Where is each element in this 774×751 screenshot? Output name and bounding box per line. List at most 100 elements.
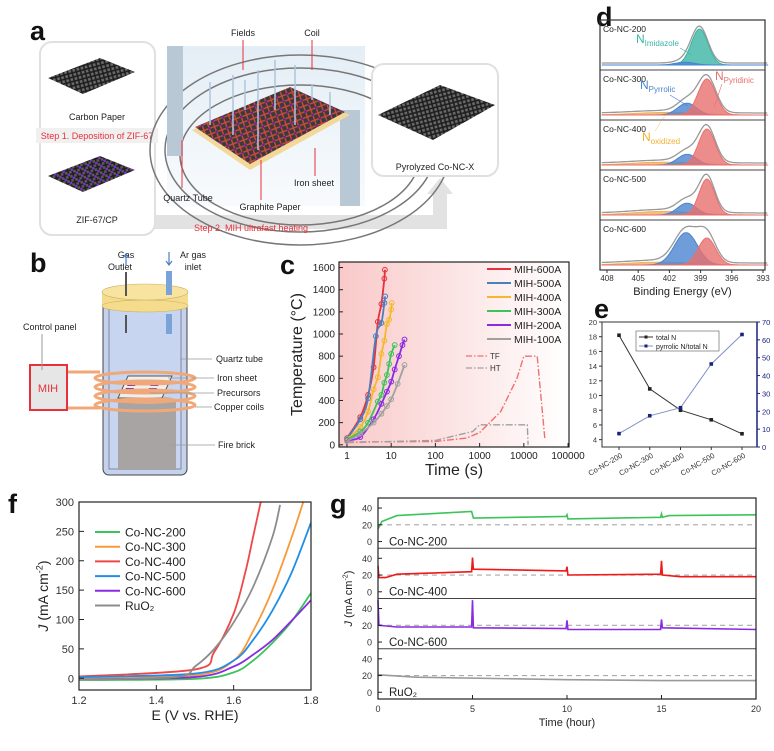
annotation-pyrrolic: NPyrrolic — [640, 78, 675, 94]
fields-label: Fields — [231, 28, 256, 38]
annotation-base: N — [715, 69, 724, 83]
annotation-leader — [679, 47, 693, 56]
y-tick-label-right: 40 — [762, 372, 770, 381]
lid-top — [101, 283, 189, 301]
step1-label: Step 1. Deposition of ZIF-67 — [41, 131, 154, 141]
data-point — [401, 362, 408, 368]
series-line-ht — [346, 424, 529, 445]
peak-pyridinic — [602, 129, 768, 165]
x-tick-label: 10 — [562, 704, 572, 714]
peak-pyridinic — [602, 238, 768, 265]
annotation-sub: Pyrrolic — [649, 85, 676, 94]
y-tick-label: 40 — [362, 604, 372, 614]
annotation-base: N — [636, 32, 645, 46]
step2-label: Step 2. MIH ultrafast heating — [194, 223, 308, 233]
y-tick-label-right: 70 — [762, 318, 770, 327]
data-point — [709, 362, 714, 366]
y-tick-label-left: 20 — [589, 318, 597, 327]
data-point — [378, 351, 385, 357]
x-tick-label: 396 — [725, 274, 739, 283]
x-axis-label: Time (s) — [425, 462, 483, 479]
category-label: Co-NC-300 — [617, 451, 654, 478]
data-point — [378, 410, 385, 417]
pyrolyzed-label: Pyrolyzed Co-NC-X — [396, 162, 475, 172]
panel-d-xps-chart: Co-NC-200 Co-NC-300 Co-NC-400 Co-NC-500 Co-N… — [599, 19, 770, 298]
data-point — [647, 387, 652, 391]
y-tick-label: 200 — [56, 556, 74, 568]
legend-label: TF — [490, 352, 500, 361]
sample-label: Co-NC-200 — [603, 24, 646, 34]
data-point — [374, 318, 381, 325]
legend-box — [635, 330, 720, 352]
x-tick-label: 399 — [694, 274, 708, 283]
category-label: Co-NC-400 — [648, 451, 685, 478]
legend-label: MIH-300A — [514, 306, 561, 318]
data-point — [647, 413, 652, 418]
y-tick-label: 100 — [56, 615, 74, 627]
data-point — [401, 336, 408, 343]
zif67-cp-label: ZIF-67/CP — [76, 215, 118, 225]
plot-frame — [338, 261, 570, 448]
legend-label: Co-NC-200 — [125, 526, 186, 540]
peak-pyrrolic — [602, 233, 768, 265]
data-point — [386, 316, 393, 323]
precursors-label: Precursors — [217, 388, 261, 398]
data-point — [357, 430, 364, 437]
lid-bottom — [101, 299, 189, 313]
peak-pyridinic — [602, 79, 768, 115]
data-point — [357, 416, 364, 423]
process-arrow-head — [427, 178, 453, 194]
data-point — [388, 396, 395, 403]
data-point — [617, 431, 621, 436]
series-label: Co-NC-200 — [389, 536, 447, 548]
coil-label: Coil — [304, 28, 320, 38]
series-line — [377, 557, 756, 579]
leader-lines — [181, 40, 316, 200]
legend-label: MIH-500A — [514, 278, 561, 290]
data-point — [678, 408, 683, 413]
quartz-tube-wall-right — [340, 110, 360, 206]
ylabel-close: ) — [343, 571, 355, 575]
category-label: Co-NC-600 — [710, 451, 747, 478]
data-point — [740, 431, 744, 436]
series-line — [377, 673, 756, 682]
x-tick-label: 10000 — [510, 451, 538, 462]
x-tick-label: 1.4 — [149, 695, 164, 707]
panel-a: a Carbon Paper Step 1. Deposition of ZIF… — [30, 16, 499, 246]
y-tick-label: 20 — [362, 520, 372, 530]
quartz-tube-label: Quartz tube — [216, 354, 263, 364]
panel-g-stability-chart: 0 20 40 Co-NC-200 0 20 40 Co-NC-400 0 20 40 Co-NC-6… — [342, 497, 761, 729]
x-tick-label: 15 — [656, 704, 666, 714]
pyrolyzed-image — [378, 85, 495, 140]
data-point — [396, 353, 402, 360]
envelope-line — [601, 225, 768, 264]
data-point — [370, 419, 377, 426]
y-tick-label: 800 — [318, 352, 335, 363]
data-point — [678, 405, 683, 410]
data-point — [381, 275, 388, 282]
y-tick-label-left: 18 — [589, 333, 597, 342]
ylabel-text: (mA cm — [343, 581, 355, 621]
data-point — [378, 392, 385, 398]
y-tick-label-right: 50 — [762, 354, 770, 363]
zif67-cp-image — [48, 156, 135, 192]
peak-pyridinic — [602, 179, 768, 215]
plot-background — [339, 262, 569, 447]
quartz-tube-label: Quartz Tube — [163, 193, 213, 203]
x-axis-label: Binding Energy (eV) — [633, 286, 731, 298]
data-point — [386, 361, 393, 367]
panel-label-f: f — [8, 489, 18, 519]
data-point — [391, 342, 398, 348]
panel-e-nitrogen-chart: 468101214161820010203040506070Co-NC-200C… — [587, 318, 771, 478]
x-tick-label: 405 — [632, 274, 646, 283]
step1-band — [36, 128, 158, 143]
data-point — [709, 417, 714, 422]
plot-frame — [78, 501, 312, 691]
mih-control-box — [29, 364, 68, 411]
process-arrow — [150, 192, 447, 229]
data-point — [378, 320, 385, 326]
annotation-leader — [669, 94, 689, 107]
y-tick-label: 20 — [362, 671, 372, 681]
y-tick-label: 400 — [318, 396, 335, 407]
